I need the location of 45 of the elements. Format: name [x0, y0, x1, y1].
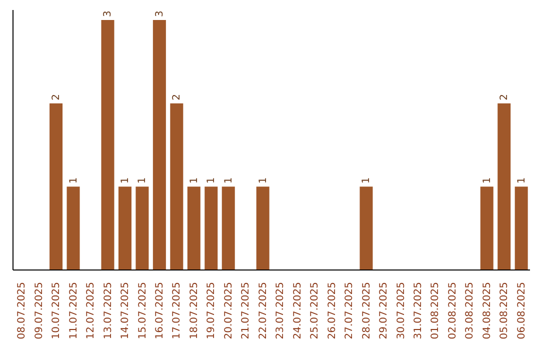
- data-label: 1: [137, 177, 148, 184]
- x-tick-label: 09.07.2025: [34, 282, 45, 340]
- x-tick-label: 11.07.2025: [68, 282, 80, 340]
- data-label: 1: [516, 177, 528, 184]
- x-tick-label: 13.07.2025: [102, 282, 114, 340]
- x-tick-label: 21.07.2025: [240, 282, 252, 340]
- x-tick-label: 01.08.2025: [430, 282, 442, 340]
- x-tick-label: 17.07.2025: [172, 282, 183, 340]
- x-tick-label: 15.07.2025: [137, 282, 148, 340]
- data-label: 1: [120, 177, 131, 184]
- x-tick-label: 29.07.2025: [378, 282, 390, 340]
- x-tick-label: 20.07.2025: [223, 282, 234, 340]
- data-label: 1: [223, 177, 234, 184]
- data-label: 3: [154, 10, 166, 17]
- x-tick-label: 22.07.2025: [258, 282, 269, 340]
- x-tick-label: 12.07.2025: [86, 282, 97, 340]
- x-tick-label: 03.08.2025: [464, 282, 476, 340]
- x-tick-label: 04.08.2025: [482, 282, 493, 340]
- data-label: 2: [499, 94, 510, 100]
- data-label: 1: [68, 177, 80, 184]
- x-tick-label: 27.07.2025: [344, 282, 356, 340]
- data-label: 1: [188, 177, 200, 184]
- x-tick-label: 28.07.2025: [361, 282, 372, 340]
- x-tick-label: 31.07.2025: [412, 282, 424, 340]
- x-tick-label: 06.08.2025: [516, 282, 528, 340]
- x-tick-label: 02.08.2025: [447, 282, 458, 340]
- data-label: 1: [206, 177, 218, 184]
- data-label: 2: [172, 94, 183, 100]
- x-tick-label: 30.07.2025: [396, 282, 407, 340]
- x-tick-label: 05.08.2025: [499, 282, 510, 340]
- x-tick-label: 14.07.2025: [120, 282, 132, 340]
- x-tick-label: 18.07.2025: [188, 282, 200, 340]
- x-tick-label: 16.07.2025: [154, 282, 166, 340]
- x-tick-label: 26.07.2025: [326, 282, 338, 340]
- data-label: 1: [361, 177, 372, 184]
- data-label: 1: [258, 177, 269, 184]
- data-label: 3: [102, 10, 114, 17]
- data-label: 1: [482, 177, 493, 184]
- x-tick-label: 23.07.2025: [275, 282, 286, 340]
- x-tick-label: 24.07.2025: [292, 282, 304, 340]
- x-tick-label: 19.07.2025: [206, 282, 218, 340]
- x-tick-label: 10.07.2025: [51, 282, 62, 340]
- data-label: 2: [51, 94, 62, 100]
- x-tick-label: 08.07.2025: [16, 282, 28, 340]
- x-tick-label: 25.07.2025: [310, 282, 321, 340]
